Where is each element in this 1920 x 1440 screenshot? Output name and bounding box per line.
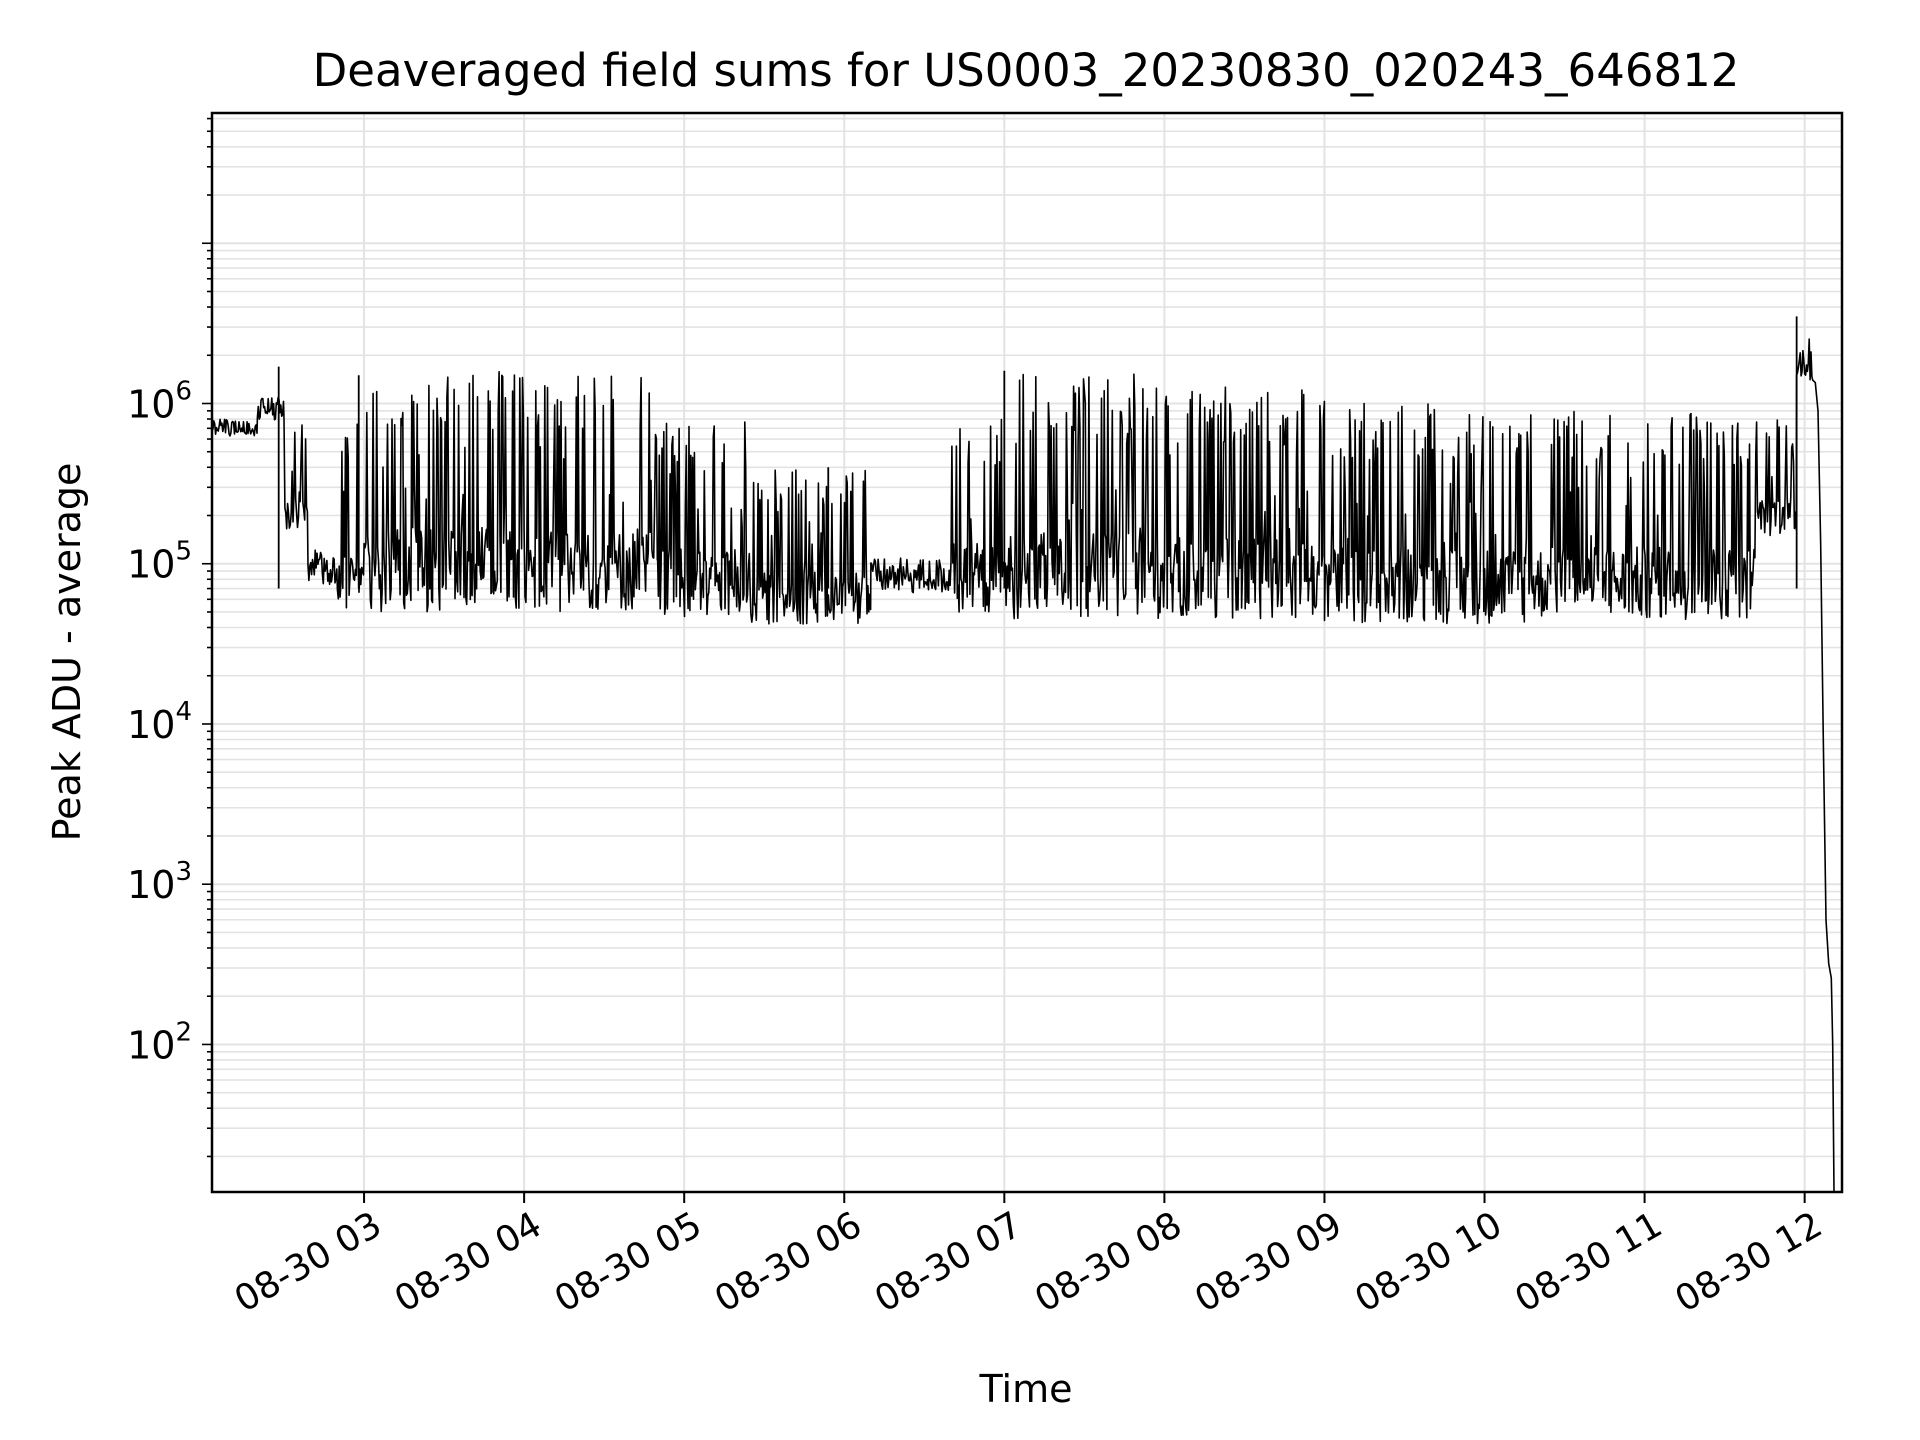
y-tick-exponent: 4 [175,697,192,727]
y-tick-base: 10 [127,863,175,907]
y-tick-base: 10 [127,703,175,747]
plot-area-frame [210,111,1844,1194]
y-tick-label: 104 [127,697,192,747]
y-tick-exponent: 5 [175,537,192,567]
y-tick-base: 10 [127,382,175,426]
x-axis-title: Time [979,1367,1073,1411]
data-series [211,316,1835,1193]
y-tick-exponent: 6 [175,376,192,406]
chart-title: Deaveraged field sums for US0003_2023083… [313,44,1740,97]
y-tick-exponent: 2 [175,1017,192,1047]
y-tick-base: 10 [127,1023,175,1067]
y-tick-label: 105 [127,537,192,587]
y-tick-exponent: 3 [175,857,192,887]
y-tick-label: 103 [127,857,192,907]
y-tick-label: 102 [127,1017,192,1067]
y-axis-title: Peak ADU - average [45,463,89,842]
y-tick-base: 10 [127,543,175,587]
y-tick-label: 106 [127,376,192,426]
series-line [211,338,1835,1193]
